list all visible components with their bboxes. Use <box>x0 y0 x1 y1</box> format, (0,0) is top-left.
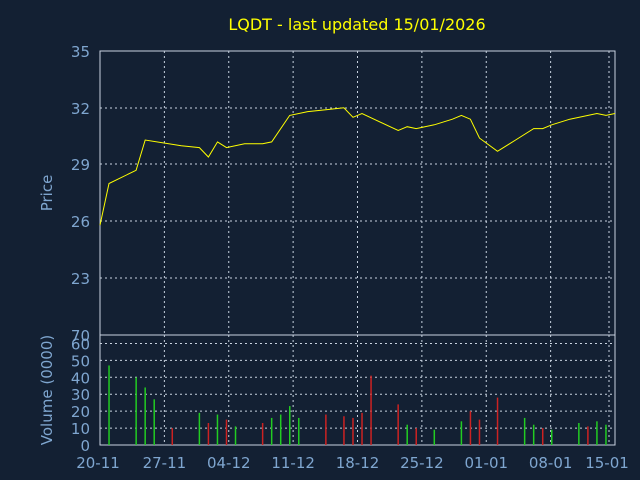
x-tick-label: 01-01 <box>464 454 508 472</box>
x-tick-label: 15-01 <box>585 454 629 472</box>
volume-y-tick-label: 30 <box>71 386 90 404</box>
price-y-tick-label: 26 <box>71 213 90 231</box>
x-tick-label: 18-12 <box>336 454 380 472</box>
volume-grid <box>100 335 615 445</box>
price-y-ticks: 35 32 29 26 23 70 <box>71 43 90 345</box>
x-tick-label: 04-12 <box>207 454 251 472</box>
volume-y-tick-label: 20 <box>71 403 90 421</box>
price-line <box>99 107 616 226</box>
x-tick-label: 08-01 <box>529 454 573 472</box>
volume-y-tick-label: 0 <box>80 437 90 455</box>
x-ticks: 20-11 27-11 04-12 11-12 18-12 25-12 01-01 08-01… <box>76 454 629 472</box>
x-tick-label: 11-12 <box>271 454 315 472</box>
x-tick-label: 27-11 <box>143 454 187 472</box>
volume-bars <box>108 365 607 445</box>
volume-y-tick-label: 50 <box>71 352 90 370</box>
price-y-tick-label: 32 <box>71 100 90 118</box>
volume-panel-frame <box>99 334 616 446</box>
price-axis-label: Price <box>38 175 56 212</box>
price-y-tick-label: 29 <box>71 156 90 174</box>
volume-y-tick-label: 40 <box>71 369 90 387</box>
price-y-tick-label: 35 <box>71 43 90 61</box>
volume-axis-label: Volume (0000) <box>38 335 56 445</box>
price-y-tick-label: 70 <box>71 327 90 345</box>
volume-y-tick-label: 60 <box>71 335 90 353</box>
price-grid <box>100 51 615 335</box>
volume-y-tick-label: 10 <box>71 420 90 438</box>
x-tick-label: 25-12 <box>400 454 444 472</box>
x-tick-label: 20-11 <box>76 454 120 472</box>
price-y-tick-label: 23 <box>71 270 90 288</box>
chart-title: LQDT - last updated 15/01/2026 <box>228 15 485 34</box>
